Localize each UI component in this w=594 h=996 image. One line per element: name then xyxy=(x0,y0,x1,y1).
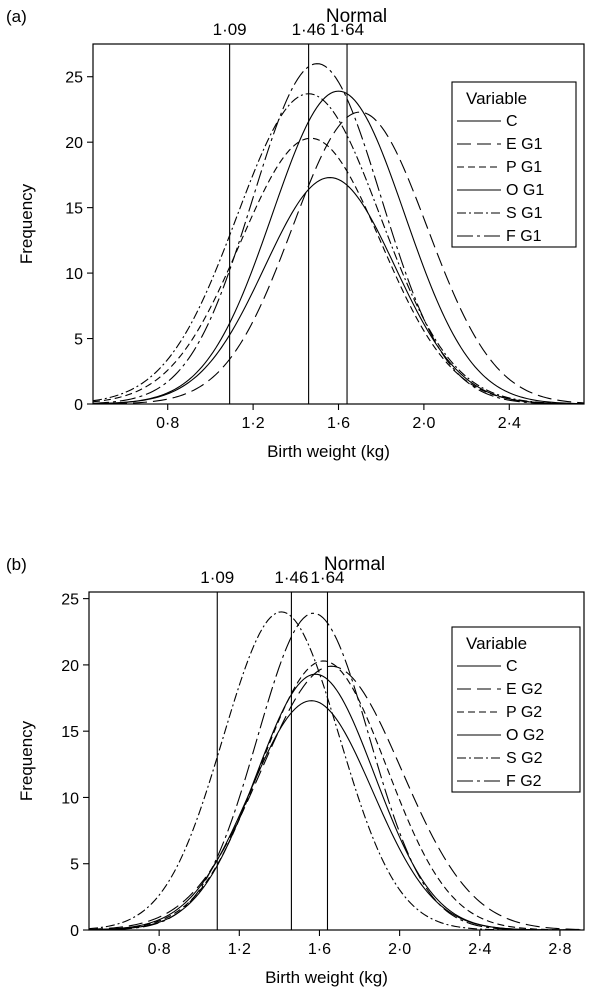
x-tick-label: 2·0 xyxy=(412,415,435,432)
panel-label: (a) xyxy=(6,7,27,26)
x-axis-label: Birth weight (kg) xyxy=(265,968,388,987)
y-tick-label: 0 xyxy=(74,397,83,414)
legend-label: F G2 xyxy=(506,773,542,790)
reference-line-label: 1·09 xyxy=(213,20,247,39)
x-tick-label: 2·8 xyxy=(548,941,571,958)
chart-title: Normal xyxy=(326,6,387,27)
x-axis-label: Birth weight (kg) xyxy=(267,442,390,461)
y-tick-label: 25 xyxy=(65,70,83,87)
legend-label: C xyxy=(506,113,518,130)
reference-line-label: 1·46 xyxy=(274,568,308,587)
y-axis-label: Frequency xyxy=(17,183,36,264)
x-tick-label: 2·4 xyxy=(498,415,521,432)
series-line-e-g1 xyxy=(93,111,584,404)
legend-label: P G2 xyxy=(506,704,542,721)
y-tick-label: 10 xyxy=(61,790,79,807)
x-tick-label: 1·2 xyxy=(242,415,265,432)
x-tick-label: 2·4 xyxy=(468,941,491,958)
legend-label: S G1 xyxy=(506,205,543,222)
y-tick-label: 15 xyxy=(65,201,83,218)
panel-label: (b) xyxy=(6,555,27,574)
x-tick-label: 1·6 xyxy=(308,941,331,958)
x-tick-label: 0·8 xyxy=(156,415,179,432)
series-line-p-g1 xyxy=(93,137,584,404)
plot-frame xyxy=(88,591,585,931)
y-tick-label: 20 xyxy=(61,658,79,675)
series-line-f-g1 xyxy=(93,63,584,404)
reference-line-label: 1·46 xyxy=(292,20,326,39)
legend-box xyxy=(451,81,577,248)
x-tick-label: 1·6 xyxy=(327,415,350,432)
legend-label: E G2 xyxy=(506,681,543,698)
series-line-f-g2 xyxy=(89,612,584,930)
y-tick-label: 15 xyxy=(61,724,79,741)
x-tick-label: 1·2 xyxy=(228,941,251,958)
series-line-p-g2 xyxy=(89,660,584,930)
reference-line-label: 1·09 xyxy=(200,568,234,587)
reference-line-label: 1·64 xyxy=(310,568,344,587)
legend-label: O G1 xyxy=(506,182,544,199)
x-tick-label: 0·8 xyxy=(148,941,171,958)
legend-title: Variable xyxy=(466,634,527,653)
panel-b: (b) Normal 1·09 1·46 1·64 0·8 1·2 1·6 2·0 2·4 2·8 0… xyxy=(6,554,585,987)
y-tick-label: 10 xyxy=(65,266,83,283)
series-line-s-g1 xyxy=(93,93,584,404)
legend-title: Variable xyxy=(466,89,527,108)
legend-label: F G1 xyxy=(506,228,542,245)
legend-label: E G1 xyxy=(506,136,543,153)
series-line-o-g1 xyxy=(93,90,584,404)
y-tick-label: 5 xyxy=(74,332,83,349)
legend-box xyxy=(451,626,581,793)
panel-a: (a) Normal 1·09 1·46 1·64 0·8 1·2 1·6 2·0 2·4 0 5 10… xyxy=(6,6,585,461)
reference-line-label: 1·64 xyxy=(330,20,364,39)
y-tick-label: 0 xyxy=(70,923,79,940)
y-tick-label: 20 xyxy=(65,135,83,152)
y-axis-label: Frequency xyxy=(17,720,36,801)
curves xyxy=(89,611,584,930)
series-line-s-g2 xyxy=(89,611,584,930)
x-tick-label: 2·0 xyxy=(388,941,411,958)
chart-title: Normal xyxy=(324,554,385,575)
legend-label: S G2 xyxy=(506,750,543,767)
y-tick-label: 5 xyxy=(70,857,79,874)
legend-label: P G1 xyxy=(506,159,542,176)
legend-label: C xyxy=(506,658,518,675)
y-tick-label: 25 xyxy=(61,592,79,609)
curves xyxy=(93,63,584,404)
legend-label: O G2 xyxy=(506,727,544,744)
